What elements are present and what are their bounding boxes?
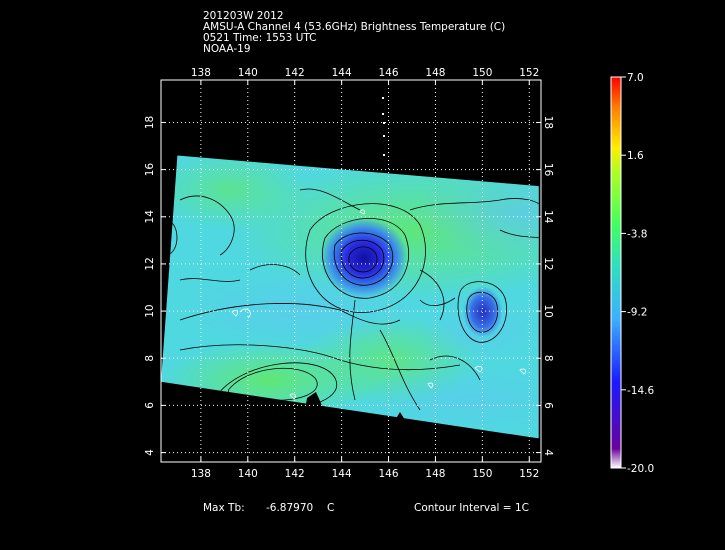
colorbar-label: -9.2: [627, 307, 648, 319]
x-tick-label-top: 140: [238, 67, 258, 79]
swath-field: [161, 97, 539, 439]
grid: [161, 80, 541, 462]
x-tick-label-top: 150: [472, 67, 492, 79]
x-tick-label-bottom: 150: [472, 468, 492, 480]
colorbar-label: -20.0: [627, 463, 654, 475]
y-tick-label-left: 12: [144, 257, 156, 270]
header-line-3: 0521 Time: 1553 UTC: [203, 32, 317, 44]
track-dots: [382, 97, 385, 156]
x-tick-label-top: 142: [285, 67, 305, 79]
y-tick-label-right: 4: [542, 449, 554, 456]
y-tick-label-left: 18: [144, 116, 156, 129]
x-tick-label-bottom: 152: [519, 468, 539, 480]
x-tick-label-top: 152: [519, 67, 539, 79]
data-gap: [392, 412, 410, 428]
colorbar-label: -3.8: [627, 228, 648, 240]
y-tick-label-left: 6: [144, 402, 156, 409]
contour-lines: [167, 188, 539, 411]
y-tick-label-right: 12: [542, 257, 554, 270]
x-tick-label-bottom: 144: [332, 468, 352, 480]
y-tick-label-left: 10: [144, 304, 156, 317]
y-tick-label-left: 14: [144, 210, 156, 224]
max-tb-value: -6.87970: [266, 502, 314, 514]
colorbar-label: -14.6: [627, 385, 654, 397]
max-tb-unit: C: [327, 502, 335, 514]
colorbar-label: 7.0: [627, 72, 644, 84]
x-tick-label-bottom: 148: [425, 468, 445, 480]
x-tick-label-bottom: 142: [285, 468, 305, 480]
max-tb-label: Max Tb:: [203, 502, 245, 514]
header-line-4: NOAA-19: [203, 43, 251, 55]
colorbar: [610, 76, 622, 469]
x-tick-label-bottom: 138: [191, 468, 211, 480]
y-tick-label-right: 8: [542, 355, 554, 362]
y-tick-label-left: 16: [144, 163, 156, 177]
x-tick-label-bottom: 146: [379, 468, 399, 480]
y-tick-label-right: 10: [542, 304, 554, 317]
x-tick-label-top: 148: [425, 67, 445, 79]
y-tick-label-left: 4: [144, 449, 156, 456]
colorbar-label: 1.6: [627, 150, 644, 162]
x-tick-label-bottom: 140: [238, 468, 258, 480]
cold-core-main: [320, 218, 408, 298]
cold-core-east: [463, 286, 503, 338]
header-line-1: 201203W 2012: [203, 10, 284, 22]
y-tick-label-right: 6: [542, 402, 554, 409]
y-tick-label-right: 18: [542, 116, 554, 129]
x-tick-label-top: 138: [191, 67, 211, 79]
contour-interval: Contour Interval = 1C: [414, 502, 529, 514]
y-tick-label-left: 8: [144, 355, 156, 362]
axes: 1381381401401421421441441461461481481501…: [144, 67, 554, 480]
x-tick-label-top: 146: [379, 67, 399, 79]
y-tick-label-right: 14: [542, 210, 554, 224]
colorbar-labels: 7.0 1.6 -3.8 -9.2 -14.6 -20.0: [621, 72, 654, 475]
plot-frame: [160, 79, 542, 463]
header-line-2: AMSU-A Channel 4 (53.6GHz) Brightness Te…: [203, 21, 506, 33]
x-tick-label-top: 144: [332, 67, 352, 79]
y-tick-label-right: 16: [542, 163, 554, 177]
